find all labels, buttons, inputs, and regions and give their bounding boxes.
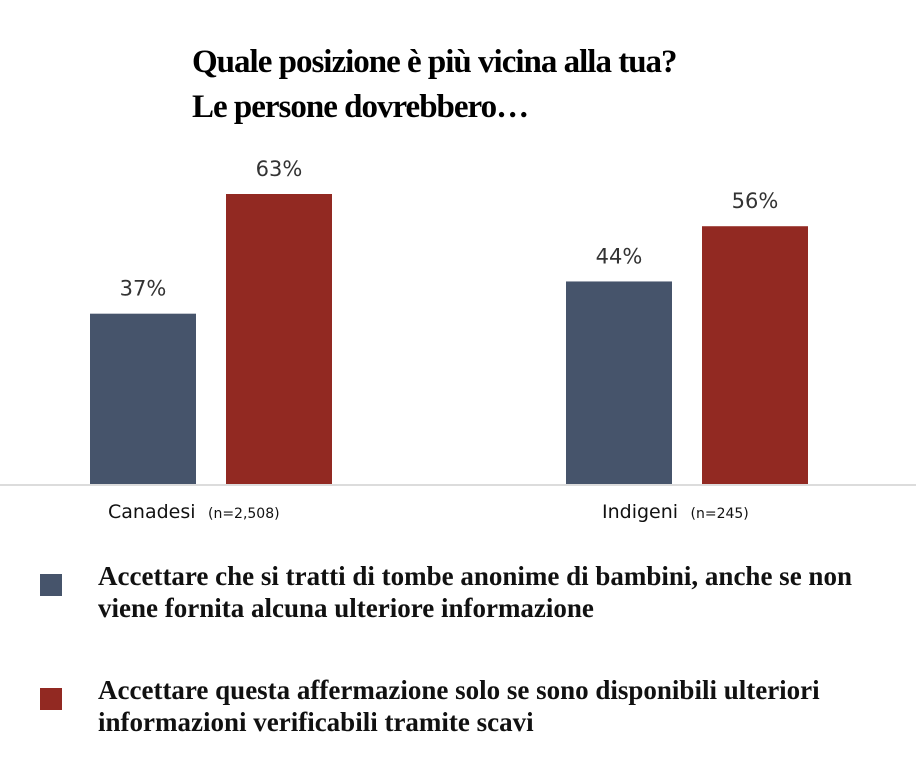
- title-line-1: Quale posizione è più vicina alla tua?: [192, 44, 678, 80]
- legend-swatch-red: [40, 688, 62, 710]
- legend-swatch-blue: [40, 574, 62, 596]
- data-label: 44%: [596, 244, 643, 268]
- legend-label: Accettare che si tratti di tombe anonime…: [98, 561, 852, 623]
- bar-canadesi-0: [90, 313, 196, 484]
- legend-label: Accettare questa affermazione solo se so…: [98, 675, 820, 737]
- bar-indigeni-0: [566, 281, 672, 484]
- data-label: 56%: [732, 189, 779, 213]
- sample-size-note: (n=245): [686, 506, 749, 522]
- bar-canadesi-1: [226, 194, 332, 484]
- bar-chart: 37% 44% 63% 56% Canadesi (n=2,508) Indigeni (…: [0, 157, 916, 523]
- category-label: Canadesi (n=2,508): [108, 501, 280, 523]
- data-label: 63%: [256, 157, 303, 181]
- chart-title: Quale posizione è più vicina alla tua? L…: [192, 40, 678, 130]
- title-line-2: Le persone dovrebbero…: [192, 89, 529, 125]
- bar-indigeni-1: [702, 226, 808, 484]
- category-label: Indigeni (n=245): [602, 501, 749, 523]
- data-label: 37%: [120, 277, 167, 301]
- sample-size-note: (n=2,508): [204, 506, 280, 522]
